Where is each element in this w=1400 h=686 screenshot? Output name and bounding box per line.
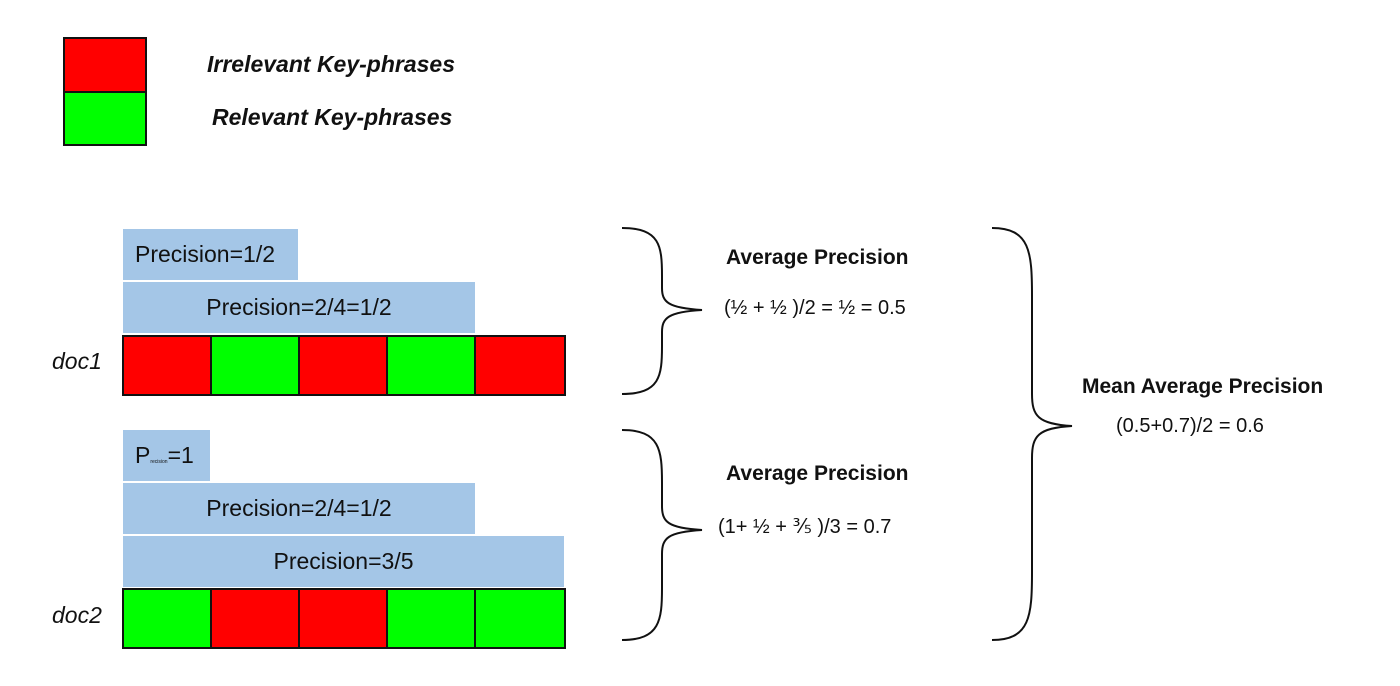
doc1-cell-2 xyxy=(212,337,300,394)
doc1-brace xyxy=(621,227,703,395)
doc1-precision-bar-2-label: Precision=2/4=1/2 xyxy=(206,294,392,320)
doc1-cell-5 xyxy=(476,337,564,394)
doc2-label: doc2 xyxy=(52,602,102,628)
doc2-precision-bar-2: Precision=2/4=1/2 xyxy=(123,483,475,534)
doc2-precision-bar-2-label: Precision=2/4=1/2 xyxy=(206,495,392,521)
doc2-precision-bar-3-label: Precision=3/5 xyxy=(273,548,414,574)
doc2-precision-bar-3: Precision=3/5 xyxy=(123,536,564,587)
doc2-cell-4 xyxy=(388,590,476,647)
doc2-ap-formula: (1+ ½ + ⅗ )/3 = 0.7 xyxy=(718,516,892,538)
doc1-precision-bar-1-label: Precision=1/2 xyxy=(135,241,275,267)
doc1-precision-bar-2: Precision=2/4=1/2 xyxy=(123,282,475,333)
legend-irrelevant-label: Irrelevant Key-phrases xyxy=(207,51,456,77)
doc2-ap-title: Average Precision xyxy=(726,462,909,485)
legend-swatch-irrelevant xyxy=(63,37,147,93)
map-brace xyxy=(991,227,1073,641)
doc1-label: doc1 xyxy=(52,348,102,374)
map-formula: (0.5+0.7)/2 = 0.6 xyxy=(1116,415,1264,437)
legend-swatch-relevant xyxy=(63,91,147,146)
doc1-keyphrase-row xyxy=(122,335,566,396)
doc2-keyphrase-row xyxy=(122,588,566,649)
doc1-cell-3 xyxy=(300,337,388,394)
doc2-cell-3 xyxy=(300,590,388,647)
doc2-cell-2 xyxy=(212,590,300,647)
doc2-cell-1 xyxy=(124,590,212,647)
doc2-brace xyxy=(621,429,703,641)
map-title: Mean Average Precision xyxy=(1082,375,1324,398)
doc2-precision-bar-1: Precision=1 xyxy=(123,430,210,481)
doc1-cell-4 xyxy=(388,337,476,394)
doc1-cell-1 xyxy=(124,337,212,394)
doc1-ap-formula: (½ + ½ )/2 = ½ = 0.5 xyxy=(724,297,906,319)
doc1-precision-bar-1: Precision=1/2 xyxy=(123,229,298,280)
doc2-cell-5 xyxy=(476,590,564,647)
legend-relevant-label: Relevant Key-phrases xyxy=(212,104,453,130)
doc2-precision-bar-1-label: Precision=1 xyxy=(135,442,194,468)
doc1-ap-title: Average Precision xyxy=(726,246,909,269)
